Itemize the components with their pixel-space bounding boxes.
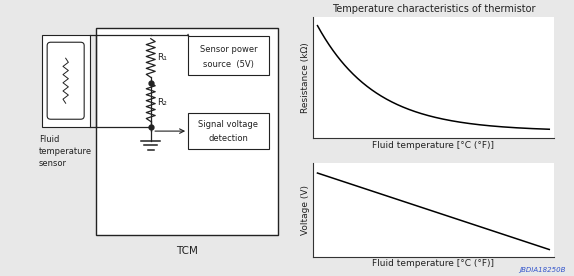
Text: TCM: TCM bbox=[176, 246, 197, 256]
Text: Fluid
temperature
sensor: Fluid temperature sensor bbox=[39, 135, 92, 168]
FancyBboxPatch shape bbox=[42, 34, 90, 127]
Title: Temperature characteristics of thermistor: Temperature characteristics of thermisto… bbox=[332, 4, 535, 14]
FancyBboxPatch shape bbox=[95, 28, 278, 235]
Text: detection: detection bbox=[208, 134, 249, 144]
FancyBboxPatch shape bbox=[188, 113, 269, 149]
Y-axis label: Voltage (V): Voltage (V) bbox=[301, 185, 310, 235]
Text: source  (5V): source (5V) bbox=[203, 60, 254, 69]
Text: Signal voltage: Signal voltage bbox=[199, 120, 258, 129]
X-axis label: Fluid temperature [°C (°F)]: Fluid temperature [°C (°F)] bbox=[373, 141, 494, 150]
Y-axis label: Resistance (kΩ): Resistance (kΩ) bbox=[301, 42, 310, 113]
X-axis label: Fluid temperature [°C (°F)]: Fluid temperature [°C (°F)] bbox=[373, 259, 494, 269]
Text: JBDIA18250B: JBDIA18250B bbox=[519, 267, 565, 273]
FancyBboxPatch shape bbox=[188, 36, 269, 75]
Text: Sensor power: Sensor power bbox=[200, 45, 257, 54]
Text: R₂: R₂ bbox=[157, 98, 167, 107]
FancyBboxPatch shape bbox=[47, 42, 84, 119]
Text: R₁: R₁ bbox=[157, 54, 167, 62]
